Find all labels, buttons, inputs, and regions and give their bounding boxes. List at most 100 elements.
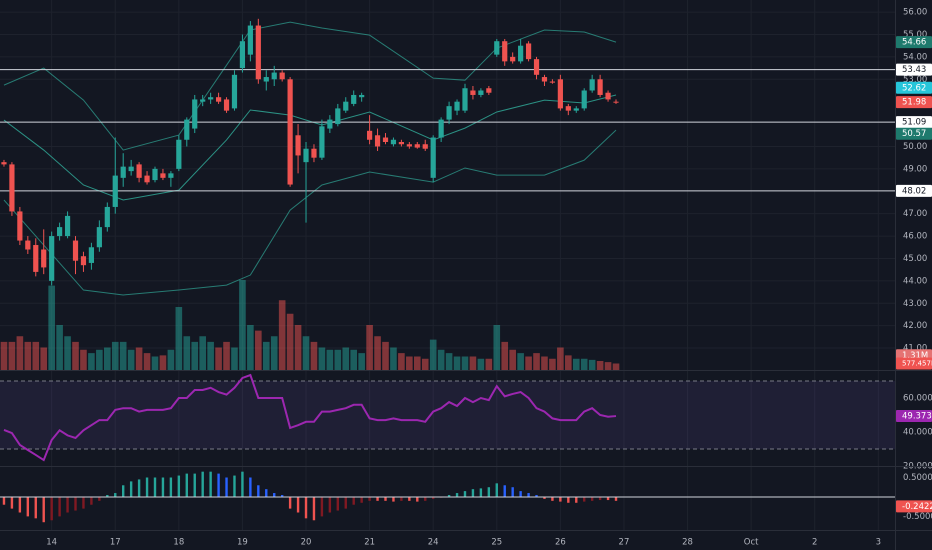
histogram-bar xyxy=(471,489,475,497)
volume-bar xyxy=(48,285,55,370)
candle-body xyxy=(502,41,508,62)
candle-body xyxy=(263,77,269,82)
axis-value-box xyxy=(896,116,932,129)
candle-body xyxy=(398,141,404,145)
histogram-bar xyxy=(527,493,530,497)
volume-bar xyxy=(32,341,40,370)
x-tick-label: 18 xyxy=(173,538,184,548)
volume-bar xyxy=(143,353,151,370)
histogram-bar xyxy=(360,496,363,503)
histogram-bar xyxy=(217,473,220,497)
histogram-bar xyxy=(257,485,260,497)
x-tick-label: 2 xyxy=(812,538,817,548)
x-tick-label: 26 xyxy=(555,538,566,548)
candle-body xyxy=(359,94,365,98)
candle-body xyxy=(9,164,15,212)
axis-value-box xyxy=(896,184,932,197)
histogram-bar xyxy=(249,477,252,497)
volume-bar xyxy=(199,336,206,370)
axis-value-box xyxy=(896,36,932,49)
axis-value-label: 1.31M xyxy=(902,351,928,361)
histogram-bar xyxy=(50,496,53,521)
axis-value-label: -0.2422 xyxy=(902,502,932,512)
volume-bar xyxy=(175,307,183,370)
histogram-bar xyxy=(42,496,45,523)
histogram-bar xyxy=(122,485,125,497)
x-tick-label: 27 xyxy=(619,538,630,548)
histogram-bar xyxy=(265,489,268,497)
histogram-bar xyxy=(503,485,506,497)
y-tick-label: 0.5000 xyxy=(903,473,932,483)
volume-bar xyxy=(231,347,238,370)
x-tick-label: 24 xyxy=(428,538,439,548)
volume-bar xyxy=(326,349,334,370)
candle-body xyxy=(319,126,325,158)
y-tick-label: 47.00 xyxy=(903,209,927,219)
candle-body xyxy=(255,25,261,80)
histogram-bar xyxy=(233,475,236,497)
axis-value-box xyxy=(896,63,932,76)
volume-bar xyxy=(477,358,485,370)
histogram-bar xyxy=(90,496,93,505)
histogram-bar xyxy=(74,496,77,511)
candle-body xyxy=(41,249,47,268)
volume-bar xyxy=(104,347,111,370)
y-tick-label: 41.00 xyxy=(903,344,927,354)
axis-value-label: 50.57 xyxy=(902,129,926,139)
volume-bar xyxy=(580,358,588,370)
volume-bar xyxy=(469,356,477,370)
candle-body xyxy=(470,90,476,95)
y-tick-label: 50.00 xyxy=(903,142,927,152)
volume-bar xyxy=(358,353,365,370)
candle-body xyxy=(565,106,571,111)
volume-bar xyxy=(334,349,342,370)
histogram-bar xyxy=(511,487,514,497)
candle-body xyxy=(80,256,87,266)
candle-body xyxy=(541,77,548,82)
histogram-bar xyxy=(320,496,324,517)
histogram-bar xyxy=(575,496,578,503)
candle-body xyxy=(239,41,246,69)
candle-body xyxy=(271,72,277,80)
candle-body xyxy=(367,130,373,140)
axis-value-box xyxy=(896,127,932,140)
volume-bar xyxy=(207,341,214,370)
candle-body xyxy=(160,173,166,178)
candle-body xyxy=(223,99,230,111)
histogram-bar xyxy=(455,493,459,497)
y-tick-label: 55.00 xyxy=(903,30,927,40)
histogram-bar xyxy=(328,496,332,513)
histogram-bar xyxy=(34,496,37,519)
histogram-bar xyxy=(10,496,14,509)
candle-body xyxy=(597,79,603,95)
volume-bar xyxy=(374,336,381,370)
histogram-bar xyxy=(606,496,610,501)
y-tick-label: 53.00 xyxy=(903,75,927,85)
candle-body xyxy=(311,148,317,158)
histogram-bar xyxy=(583,496,586,502)
histogram-bar xyxy=(431,496,435,499)
axis-value-box xyxy=(896,410,932,423)
volume-bar xyxy=(445,353,453,370)
volume-bar xyxy=(262,341,270,370)
histogram-bar xyxy=(82,496,85,509)
candle-body xyxy=(33,245,39,272)
volume-bar xyxy=(390,347,397,370)
candle-body xyxy=(446,106,452,120)
axis-value-label: 51.09 xyxy=(902,118,926,128)
histogram-bar xyxy=(161,477,165,497)
volume-bar xyxy=(286,313,294,370)
candle-body xyxy=(215,97,222,102)
axis-value-box xyxy=(896,81,932,94)
volume-bar xyxy=(557,347,564,370)
candle-body xyxy=(327,119,333,129)
histogram-bar xyxy=(66,496,69,513)
y-tick-label: 54.00 xyxy=(903,52,927,62)
histogram-bar xyxy=(447,495,451,497)
histogram-bar xyxy=(495,483,498,497)
candle-body xyxy=(518,45,524,62)
candle-body xyxy=(406,144,412,147)
histogram-bar xyxy=(487,487,491,497)
histogram-bar xyxy=(424,496,427,501)
volume-bar xyxy=(350,349,358,370)
